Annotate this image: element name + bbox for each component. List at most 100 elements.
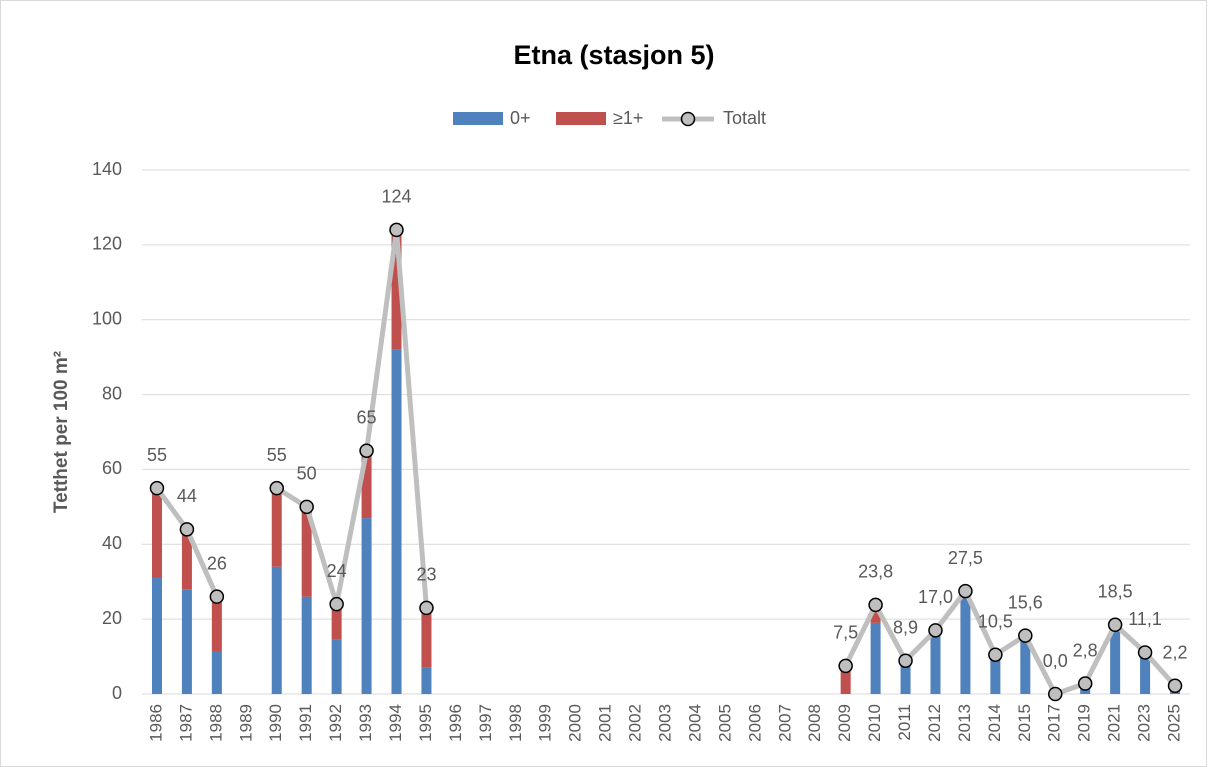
x-tick-label: 1986 xyxy=(146,704,165,742)
data-label: 50 xyxy=(297,464,317,484)
x-tick-label: 2025 xyxy=(1165,704,1184,742)
legend-label: 0+ xyxy=(510,108,531,128)
bar xyxy=(391,349,402,694)
x-tick-label: 2006 xyxy=(745,704,764,742)
bar xyxy=(990,656,1001,694)
total-marker xyxy=(1167,678,1183,694)
bar xyxy=(151,577,162,694)
bar xyxy=(361,518,372,694)
x-tick-label: 1999 xyxy=(536,704,555,742)
x-tick-label: 1989 xyxy=(236,704,255,742)
bar xyxy=(1110,628,1121,694)
x-tick-label: 2017 xyxy=(1045,704,1064,742)
y-tick-label: 100 xyxy=(92,308,122,328)
legend-swatch xyxy=(453,112,503,125)
x-tick-label: 2013 xyxy=(955,704,974,742)
x-tick-label: 2000 xyxy=(566,704,585,742)
data-label: 55 xyxy=(267,445,287,465)
x-tick-label: 2015 xyxy=(1015,704,1034,742)
data-label: 27,5 xyxy=(948,548,983,568)
y-tick-label: 140 xyxy=(92,159,122,179)
bar xyxy=(271,488,282,567)
x-tick-label: 2014 xyxy=(985,704,1004,742)
x-tick-label: 1992 xyxy=(326,704,345,742)
total-marker xyxy=(149,480,165,496)
total-marker xyxy=(868,597,883,613)
data-label: 26 xyxy=(207,553,227,573)
x-tick-label: 1994 xyxy=(386,704,405,742)
bar xyxy=(391,229,402,350)
x-tick-label: 1990 xyxy=(266,704,285,742)
bar xyxy=(870,622,881,694)
x-tick-label: 2005 xyxy=(715,704,734,742)
bar xyxy=(870,604,881,623)
data-label: 17,0 xyxy=(918,587,953,607)
bar xyxy=(900,664,911,694)
x-tick-label: 2019 xyxy=(1075,704,1094,742)
bar xyxy=(301,596,312,694)
legend-swatch xyxy=(556,112,606,125)
bar xyxy=(1140,654,1151,694)
total-marker xyxy=(898,653,913,668)
total-marker xyxy=(209,589,225,604)
bar xyxy=(421,667,432,694)
total-marker xyxy=(359,443,374,458)
bar xyxy=(331,604,342,640)
bar xyxy=(211,596,222,651)
bar xyxy=(960,596,971,694)
data-label: 11,1 xyxy=(1128,609,1162,629)
bar xyxy=(840,665,851,694)
bar xyxy=(421,607,432,668)
bar xyxy=(271,566,282,694)
x-tick-label: 1987 xyxy=(176,704,195,742)
total-marker xyxy=(329,596,344,612)
total-marker xyxy=(179,522,195,537)
data-label: 23,8 xyxy=(858,562,893,582)
x-tick-label: 2009 xyxy=(835,704,854,742)
bar xyxy=(1080,688,1091,694)
total-marker xyxy=(988,647,1003,662)
x-tick-label: 1991 xyxy=(296,704,315,742)
x-tick-label: 2010 xyxy=(865,704,884,742)
x-tick-label: 2012 xyxy=(925,704,944,742)
data-label: 18,5 xyxy=(1098,582,1133,602)
total-marker xyxy=(299,499,314,515)
data-label: 55 xyxy=(147,445,167,465)
x-tick-label: 1995 xyxy=(416,704,435,742)
x-tick-label: 1997 xyxy=(476,704,495,742)
bar xyxy=(361,450,372,519)
data-label: 23 xyxy=(416,565,436,585)
data-label: 15,6 xyxy=(1008,592,1043,612)
x-tick-label: 2008 xyxy=(805,704,824,742)
y-tick-label: 120 xyxy=(92,234,122,254)
total-marker xyxy=(1048,686,1063,702)
bar xyxy=(331,639,342,694)
bar xyxy=(181,589,192,694)
data-label: 2,2 xyxy=(1163,643,1188,663)
total-marker xyxy=(389,222,404,238)
bar xyxy=(930,634,941,694)
x-tick-label: 1998 xyxy=(506,704,525,742)
x-tick-label: 2007 xyxy=(775,704,794,742)
bar xyxy=(211,650,222,694)
data-label: 44 xyxy=(177,486,197,506)
bar xyxy=(151,488,162,578)
bar xyxy=(181,529,192,590)
y-tick-label: 60 xyxy=(102,458,122,478)
data-label: 8,9 xyxy=(893,617,918,637)
bar xyxy=(1170,692,1181,694)
data-label: 7,5 xyxy=(833,623,858,643)
total-marker xyxy=(269,480,284,496)
data-label: 2,8 xyxy=(1073,640,1098,660)
data-label: 124 xyxy=(381,187,411,207)
x-tick-label: 2021 xyxy=(1105,704,1124,742)
x-tick-label: 2023 xyxy=(1135,704,1154,742)
total-marker xyxy=(419,600,434,616)
data-label: 0,0 xyxy=(1043,651,1068,671)
x-tick-label: 2001 xyxy=(596,704,615,742)
total-marker xyxy=(1077,676,1093,691)
legend-label: Totalt xyxy=(723,108,766,128)
x-tick-label: 2003 xyxy=(655,704,674,742)
